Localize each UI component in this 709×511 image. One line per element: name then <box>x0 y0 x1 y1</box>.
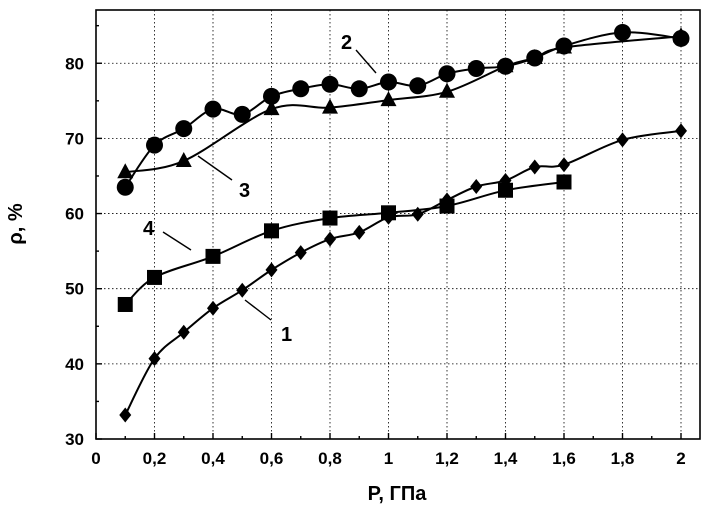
y-tick-label: 30 <box>65 430 84 449</box>
series-4-line <box>124 181 565 306</box>
series-4-point <box>117 296 133 312</box>
plot-frame <box>95 9 701 440</box>
series-3-point <box>497 57 514 73</box>
series-4-point <box>264 223 279 239</box>
annotation-label-1: 1 <box>281 324 292 346</box>
annotation-label-2: 2 <box>341 32 352 54</box>
annotation-leader-2 <box>355 49 377 74</box>
series-2-point <box>233 105 251 123</box>
x-tick-label: 0,8 <box>318 449 342 468</box>
series-1-point <box>558 157 570 173</box>
series-1-point <box>294 245 307 261</box>
series-markers <box>116 23 690 423</box>
series-2-point <box>614 23 631 41</box>
series-1-point <box>411 206 424 222</box>
series-1-point <box>324 231 336 247</box>
series-3-point <box>380 91 397 107</box>
annotation-leaders <box>162 49 377 321</box>
series-4-point <box>147 269 162 285</box>
series-3-point <box>439 82 455 98</box>
series-1-point <box>236 282 249 298</box>
y-tick-labels: 30 40 50 60 70 80 <box>65 54 84 449</box>
axis-ticks <box>95 24 682 440</box>
y-tick-label: 50 <box>65 280 84 299</box>
series-2-point <box>438 65 456 83</box>
series-1-point <box>207 300 219 316</box>
y-tick-label: 40 <box>65 355 84 374</box>
series-2-point <box>292 80 310 98</box>
series-4-point <box>556 174 572 190</box>
annotation-leader-1 <box>244 299 272 321</box>
annotation-label-3: 3 <box>239 180 250 202</box>
y-tick-label: 70 <box>65 129 84 148</box>
curve-annotations: 1 2 3 4 <box>143 32 352 346</box>
series-1-point <box>265 262 278 278</box>
annotation-leader-4 <box>162 231 192 251</box>
annotation-leader-3 <box>197 155 233 181</box>
series-2-point <box>204 100 222 118</box>
series-1-point <box>148 351 161 367</box>
series-3-point <box>322 98 338 114</box>
series-2-point <box>175 120 193 138</box>
series-4-point <box>439 198 455 214</box>
series-1-line <box>124 129 682 416</box>
series-3-line <box>125 35 682 174</box>
series-1-point <box>616 132 629 148</box>
series-4-point <box>322 210 338 226</box>
annotation-label-4: 4 <box>143 218 155 240</box>
series-3-point <box>263 100 280 116</box>
y-axis-title: ρ, % <box>5 203 27 244</box>
series-1-point <box>177 324 190 340</box>
series-2-point <box>263 87 280 105</box>
x-tick-label: 1,4 <box>494 449 518 468</box>
series-1-point <box>353 224 366 240</box>
series-3-point <box>673 27 689 43</box>
x-tick-label: 1,6 <box>552 449 576 468</box>
series-1-point <box>470 178 483 194</box>
series-2-point <box>321 75 339 93</box>
series-2-point <box>409 77 427 95</box>
series-2-point <box>146 136 163 154</box>
x-tick-label: 1,8 <box>611 449 635 468</box>
x-tick-label: 0,6 <box>260 449 284 468</box>
series-4-point <box>381 205 396 221</box>
series-4-point <box>205 248 221 264</box>
series-1-point <box>528 159 541 175</box>
y-tick-label: 80 <box>65 54 84 73</box>
x-tick-label: 0 <box>91 449 100 468</box>
y-tick-label: 60 <box>65 205 84 224</box>
series-2-point <box>380 73 397 91</box>
series-3-point <box>556 38 572 54</box>
series-2-point <box>467 60 485 78</box>
x-tick-label: 0,4 <box>201 449 225 468</box>
x-tick-label: 1 <box>384 449 393 468</box>
series-3-point <box>175 151 192 167</box>
series-3-point <box>117 163 134 179</box>
series-curves <box>124 31 682 416</box>
series-3-point <box>526 48 543 64</box>
grid-lines <box>96 10 700 439</box>
series-1-point <box>675 123 687 139</box>
series-2-point <box>116 178 134 196</box>
series-2-point <box>350 80 368 98</box>
x-tick-label: 1,2 <box>435 449 459 468</box>
x-tick-labels: 0 0,2 0,4 0,6 0,8 1 1,2 1,4 1,6 1,8 2 <box>91 449 685 468</box>
x-axis-title: P, ГПа <box>368 483 428 505</box>
x-tick-label: 0,2 <box>143 449 167 468</box>
series-1-point <box>119 407 132 423</box>
x-tick-label: 2 <box>676 449 685 468</box>
series-4-point <box>498 182 513 198</box>
